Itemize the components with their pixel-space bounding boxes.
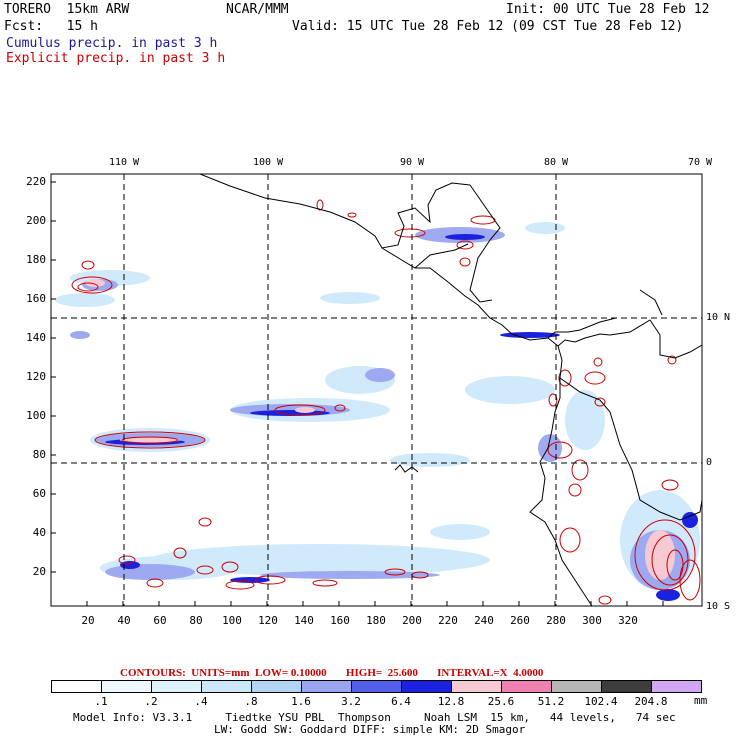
longitude-label: 90 W bbox=[399, 157, 425, 168]
colorbar-swatch bbox=[101, 680, 152, 693]
x-tick-label: 180 bbox=[366, 614, 386, 627]
contour-info: CONTOURS: UNITS=mm LOW= 0.10000 HIGH= 25… bbox=[120, 667, 544, 679]
y-tick-label: 120 bbox=[26, 370, 46, 383]
colorbar-label: 25.6 bbox=[487, 695, 515, 708]
colorbar-swatch bbox=[351, 680, 402, 693]
x-tick-label: 280 bbox=[546, 614, 566, 627]
colorbar-swatch bbox=[451, 680, 502, 693]
colorbar-label: 204.8 bbox=[634, 695, 668, 708]
colorbar-swatch bbox=[151, 680, 202, 693]
longitude-label: 80 W bbox=[543, 157, 569, 168]
x-tick-label: 40 bbox=[117, 614, 131, 627]
y-tick-label: 180 bbox=[26, 253, 46, 266]
init-time: Init: 00 UTC Tue 28 Feb 12 bbox=[506, 2, 710, 17]
longitude-label: 70 W bbox=[687, 157, 713, 168]
colorbar-swatch bbox=[501, 680, 552, 693]
valid-time: Valid: 15 UTC Tue 28 Feb 12 (09 CST Tue … bbox=[292, 19, 684, 34]
colorbar-label: .2 bbox=[144, 695, 158, 708]
x-tick-label: 160 bbox=[330, 614, 350, 627]
x-tick-label: 220 bbox=[438, 614, 458, 627]
axis-ticks bbox=[51, 181, 664, 606]
x-tick-label: 140 bbox=[294, 614, 314, 627]
latlon-grid bbox=[51, 174, 702, 606]
colorbar-label: .8 bbox=[244, 695, 258, 708]
model-info-line1: Model Info: V3.3.1 Tiedtke YSU PBL Thomp… bbox=[73, 711, 676, 724]
latitude-label: 10 N bbox=[706, 312, 731, 323]
y-tick-label: 60 bbox=[32, 487, 46, 500]
x-tick-label: 20 bbox=[81, 614, 95, 627]
y-tick-label: 20 bbox=[32, 565, 46, 578]
latitude-label: 10 S bbox=[706, 601, 731, 612]
map-frame bbox=[50, 173, 703, 607]
colorbar-swatch bbox=[651, 680, 702, 693]
y-tick-label: 40 bbox=[32, 526, 46, 539]
colorbar-label: 3.2 bbox=[341, 695, 361, 708]
x-tick-label: 300 bbox=[582, 614, 602, 627]
x-tick-label: 240 bbox=[474, 614, 494, 627]
y-tick-label: 220 bbox=[26, 175, 46, 188]
colorbar-swatch bbox=[251, 680, 302, 693]
colorbar-label: 12.8 bbox=[437, 695, 465, 708]
precip-pink-core bbox=[85, 279, 675, 580]
x-tick-label: 100 bbox=[222, 614, 242, 627]
colorbar-label: 1.6 bbox=[291, 695, 311, 708]
y-tick-label: 100 bbox=[26, 409, 46, 422]
longitude-label: 110 W bbox=[108, 157, 140, 168]
model-name: TORERO 15km ARW bbox=[4, 2, 130, 17]
colorbar-swatch bbox=[601, 680, 652, 693]
colorbar-swatch bbox=[301, 680, 352, 693]
cumulus-legend: Cumulus precip. in past 3 h bbox=[6, 36, 218, 51]
colorbar-swatch bbox=[551, 680, 602, 693]
colorbar-label: 6.4 bbox=[391, 695, 411, 708]
cumulus-precip-heavy bbox=[105, 234, 698, 601]
colorbar-label: .1 bbox=[94, 695, 108, 708]
x-tick-label: 200 bbox=[402, 614, 422, 627]
colorbar-label: 102.4 bbox=[584, 695, 618, 708]
x-tick-label: 260 bbox=[510, 614, 530, 627]
longitude-label: 100 W bbox=[252, 157, 284, 168]
colorbar-label: 51.2 bbox=[537, 695, 565, 708]
center-name: NCAR/MMM bbox=[226, 2, 289, 17]
y-tick-label: 160 bbox=[26, 292, 46, 305]
x-tick-label: 60 bbox=[153, 614, 167, 627]
x-tick-label: 320 bbox=[618, 614, 638, 627]
y-tick-label: 200 bbox=[26, 214, 46, 227]
explicit-precip-contours bbox=[71, 199, 701, 605]
y-tick-label: 80 bbox=[32, 448, 46, 461]
x-tick-label: 120 bbox=[258, 614, 278, 627]
colorbar-unit: mm bbox=[694, 694, 708, 707]
cumulus-precip-shading bbox=[55, 222, 700, 590]
forecast-hour: Fcst: 15 h bbox=[4, 19, 98, 34]
coastlines bbox=[199, 174, 702, 606]
y-tick-label: 140 bbox=[26, 331, 46, 344]
model-info-line2: LW: Godd SW: Goddard DIFF: simple KM: 2D… bbox=[214, 723, 526, 736]
colorbar-swatch bbox=[51, 680, 102, 693]
explicit-legend: Explicit precip. in past 3 h bbox=[6, 51, 226, 66]
colorbar-label: .4 bbox=[194, 695, 208, 708]
latitude-label: 0 bbox=[706, 457, 713, 468]
colorbar-swatch bbox=[401, 680, 452, 693]
x-tick-label: 80 bbox=[189, 614, 203, 627]
colorbar-swatch bbox=[201, 680, 252, 693]
